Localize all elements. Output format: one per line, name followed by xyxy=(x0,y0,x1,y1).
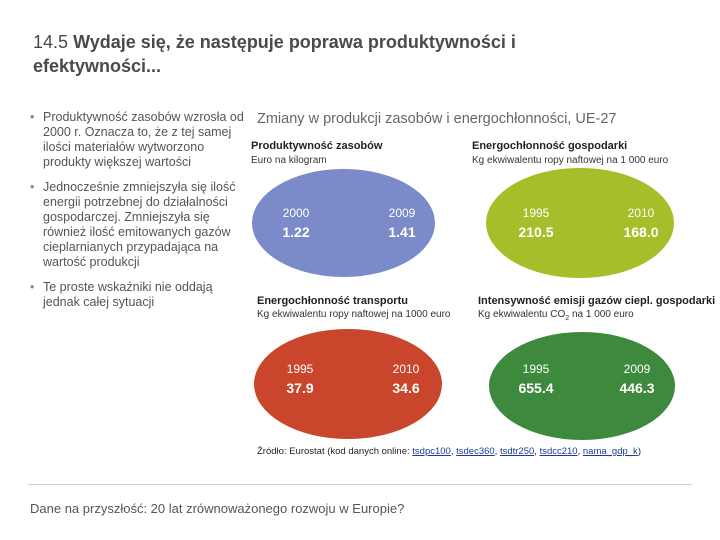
chart-title: Zmiany w produkcji zasobów i energochłon… xyxy=(257,111,617,127)
year-label: 2010 xyxy=(627,206,655,220)
year-label: 2009 xyxy=(388,206,416,220)
value-label: 655.4 xyxy=(518,380,554,396)
energy-intensity-pair-1: 1995 210.5 xyxy=(506,206,566,240)
value-label: 1.22 xyxy=(282,224,310,240)
source-separator: , xyxy=(494,446,500,457)
bullet-text: Produktywność zasobów wzrosła od 2000 r.… xyxy=(43,110,244,169)
source-separator: , xyxy=(534,446,540,457)
resource-productivity-pair-2: 2009 1.41 xyxy=(372,206,432,240)
year-label: 2010 xyxy=(392,362,420,376)
resource-productivity-pair-1: 2000 1.22 xyxy=(266,206,326,240)
title-line-2: efektywności... xyxy=(33,56,162,76)
value-label: 37.9 xyxy=(286,380,314,396)
year-label: 1995 xyxy=(286,362,314,376)
source-link-tsdec360[interactable]: tsdec360 xyxy=(456,446,495,457)
bullet-dot-icon: • xyxy=(30,280,35,294)
year-label: 2000 xyxy=(282,206,310,220)
panel-unit-transport-energy: Kg ekwiwalentu ropy naftowej na 1000 eur… xyxy=(257,309,451,320)
source-link-nama-gdp-k[interactable]: nama_gdp_k xyxy=(582,446,638,457)
year-label: 1995 xyxy=(522,362,550,376)
bullet-item: • Produktywność zasobów wzrosła od 2000 … xyxy=(30,110,245,170)
ghg-intensity-ellipse xyxy=(489,332,675,440)
energy-intensity-pair-2: 2010 168.0 xyxy=(611,206,671,240)
value-label: 34.6 xyxy=(392,380,420,396)
value-label: 168.0 xyxy=(623,224,659,240)
title-number: 14.5 xyxy=(33,32,69,52)
source-label: Źródło: Eurostat (kod danych online: xyxy=(257,446,413,457)
value-label: 210.5 xyxy=(518,224,554,240)
panel-title-transport-energy: Energochłonność transportu xyxy=(257,295,408,307)
unit-text-post: na 1 000 euro xyxy=(569,309,634,320)
year-label: 1995 xyxy=(522,206,550,220)
bullet-text: Te proste wskaźniki nie oddają jednak ca… xyxy=(43,280,213,309)
unit-text-pre: Kg ekwiwalentu CO xyxy=(478,309,566,320)
panel-unit-resource-productivity: Euro na kilogram xyxy=(251,155,327,166)
panel-unit-ghg-intensity: Kg ekwiwalentu CO2 na 1 000 euro xyxy=(478,309,634,322)
panel-unit-energy-intensity: Kg ekwiwalentu ropy naftowej na 1 000 eu… xyxy=(472,155,669,166)
source-separator: , xyxy=(450,446,457,457)
ghg-intensity-pair-2: 2009 446.3 xyxy=(607,362,667,396)
footer-text: Dane na przyszłość: 20 lat zrównoważoneg… xyxy=(30,501,405,516)
year-label: 2009 xyxy=(623,362,651,376)
bullet-text: Jednocześnie zmniejszyła się ilość energ… xyxy=(43,180,236,269)
footer-divider xyxy=(28,484,692,485)
source-close: ) xyxy=(637,446,641,457)
bullet-list: • Produktywność zasobów wzrosła od 2000 … xyxy=(30,110,245,320)
source-separator: , xyxy=(577,446,583,457)
energy-intensity-ellipse xyxy=(486,168,674,278)
resource-productivity-ellipse xyxy=(252,169,435,277)
transport-energy-ellipse xyxy=(254,329,442,439)
transport-energy-pair-1: 1995 37.9 xyxy=(270,362,330,396)
source-note: Źródło: Eurostat (kod danych online: tsd… xyxy=(257,446,641,457)
panel-title-energy-intensity: Energochłonność gospodarki xyxy=(472,140,628,152)
source-link-tsdtr250[interactable]: tsdtr250 xyxy=(499,446,535,457)
slide-title: 14.5 Wydaje się, że następuje poprawa pr… xyxy=(33,30,673,78)
bullet-item: • Te proste wskaźniki nie oddają jednak … xyxy=(30,280,245,310)
panel-title-resource-productivity: Produktywność zasobów xyxy=(251,140,383,152)
bullet-dot-icon: • xyxy=(30,180,35,194)
unit-subscript: 2 xyxy=(565,315,570,322)
panel-title-ghg-intensity: Intensywność emisji gazów ciepl. gospoda… xyxy=(478,295,716,307)
ghg-intensity-pair-1: 1995 655.4 xyxy=(506,362,566,396)
source-link-tsdcc210[interactable]: tsdcc210 xyxy=(539,446,578,457)
value-label: 446.3 xyxy=(619,380,655,396)
bullet-item: • Jednocześnie zmniejszyła się ilość ene… xyxy=(30,180,245,270)
title-line-1: Wydaje się, że następuje poprawa produkt… xyxy=(73,32,516,52)
bullet-dot-icon: • xyxy=(30,110,35,124)
source-link-tsdpc100[interactable]: tsdpc100 xyxy=(412,446,451,457)
value-label: 1.41 xyxy=(388,224,416,240)
transport-energy-pair-2: 2010 34.6 xyxy=(376,362,436,396)
